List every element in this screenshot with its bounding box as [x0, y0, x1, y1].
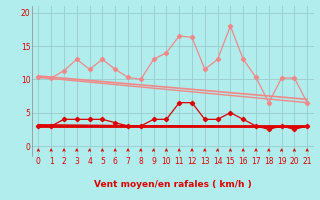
X-axis label: Vent moyen/en rafales ( km/h ): Vent moyen/en rafales ( km/h )	[94, 180, 252, 189]
